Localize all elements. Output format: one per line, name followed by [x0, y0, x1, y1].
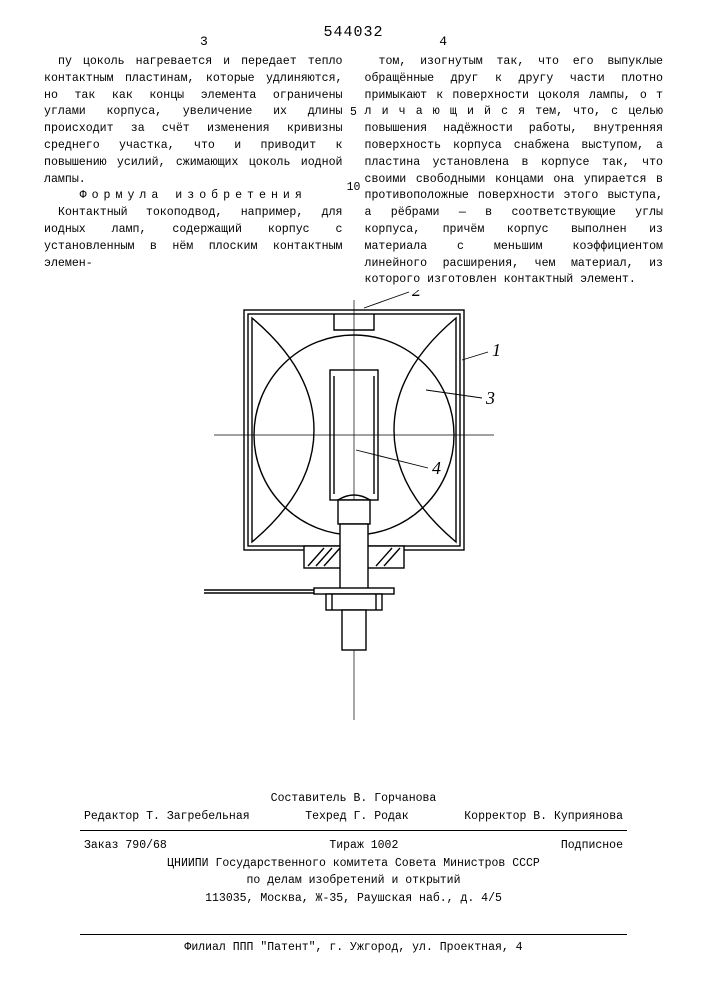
- formula-heading: Формула изобретения: [44, 188, 343, 205]
- right-column: том, изогнутым так, что его выпуклые обр…: [365, 54, 664, 289]
- figure-label-2: 2: [412, 290, 421, 300]
- figure-label-1: 1: [492, 340, 501, 360]
- column-number-left: 3: [200, 34, 208, 49]
- tech-editor: Техред Г. Родак: [305, 808, 409, 826]
- figure: 1 2 3 4: [0, 290, 707, 870]
- org-line-1: ЦНИИПИ Государственного комитета Совета …: [80, 855, 627, 873]
- figure-svg: 1 2 3 4: [174, 290, 534, 720]
- figure-label-4: 4: [432, 458, 441, 478]
- page: 544032 3 4 5 10 пу цоколь нагревается и …: [0, 0, 707, 1000]
- figure-label-3: 3: [485, 388, 495, 408]
- address-line: 113035, Москва, Ж-35, Раушская наб., д. …: [80, 890, 627, 908]
- text-columns: пу цоколь нагревается и передает тепло к…: [44, 54, 663, 289]
- compiler-line: Составитель В. Горчанова: [80, 790, 627, 808]
- sign: Подписное: [561, 837, 623, 855]
- order-number: Заказ 790/68: [84, 837, 167, 855]
- org-line-2: по делам изобретений и открытий: [80, 872, 627, 890]
- branch-line: Филиал ППП "Патент", г. Ужгород, ул. Про…: [80, 934, 627, 954]
- order-row: Заказ 790/68 Тираж 1002 Подписное: [80, 837, 627, 855]
- tirazh: Тираж 1002: [329, 837, 398, 855]
- editor: Редактор Т. Загребельная: [84, 808, 250, 826]
- column-number-right: 4: [439, 34, 447, 49]
- left-paragraph-2: Контактный токоподвод, например, для иод…: [44, 205, 343, 272]
- left-paragraph-1: пу цоколь нагревается и передает тепло к…: [44, 54, 343, 188]
- separator-rule: [80, 830, 627, 831]
- patent-number: 544032: [323, 24, 383, 41]
- corrector: Корректор В. Куприянова: [464, 808, 623, 826]
- left-column: пу цоколь нагревается и передает тепло к…: [44, 54, 343, 289]
- right-paragraph-1: том, изогнутым так, что его выпуклые обр…: [365, 54, 664, 289]
- footer-block: Составитель В. Горчанова Редактор Т. Заг…: [80, 790, 627, 908]
- editor-row: Редактор Т. Загребельная Техред Г. Родак…: [80, 808, 627, 826]
